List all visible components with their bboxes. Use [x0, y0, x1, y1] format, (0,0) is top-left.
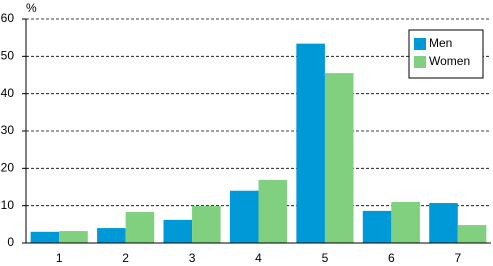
y-tick-label: 0 — [7, 235, 14, 249]
x-tick-label: 6 — [388, 251, 395, 265]
x-tick-label: 4 — [255, 251, 262, 265]
y-tick-label: 40 — [1, 86, 15, 100]
bar — [296, 43, 325, 243]
y-tick-label: 20 — [1, 161, 15, 175]
legend-label: Men — [429, 36, 452, 50]
bar — [391, 201, 420, 243]
y-axis-label: % — [26, 1, 37, 15]
y-tick-label: 60 — [1, 11, 15, 25]
bar — [30, 231, 60, 243]
x-tick-label: 3 — [189, 251, 196, 265]
x-tick-label: 2 — [122, 251, 129, 265]
bar — [125, 212, 155, 243]
bar — [97, 228, 126, 243]
legend-swatch — [414, 38, 426, 50]
bar — [192, 206, 221, 243]
bar — [324, 73, 354, 243]
bar — [457, 225, 487, 243]
y-tick-label: 50 — [1, 49, 15, 63]
bar — [229, 190, 259, 243]
y-tick-label: 30 — [1, 123, 15, 137]
bar — [362, 210, 392, 243]
bar — [258, 179, 288, 243]
bar — [163, 219, 193, 243]
bar — [429, 203, 458, 243]
x-tick-label: 1 — [56, 251, 63, 265]
y-tick-label: 10 — [1, 198, 15, 212]
legend-swatch — [414, 56, 426, 68]
bar — [59, 231, 88, 243]
x-tick-label: 7 — [454, 251, 461, 265]
x-tick-label: 5 — [322, 251, 329, 265]
legend-label: Women — [429, 54, 470, 68]
